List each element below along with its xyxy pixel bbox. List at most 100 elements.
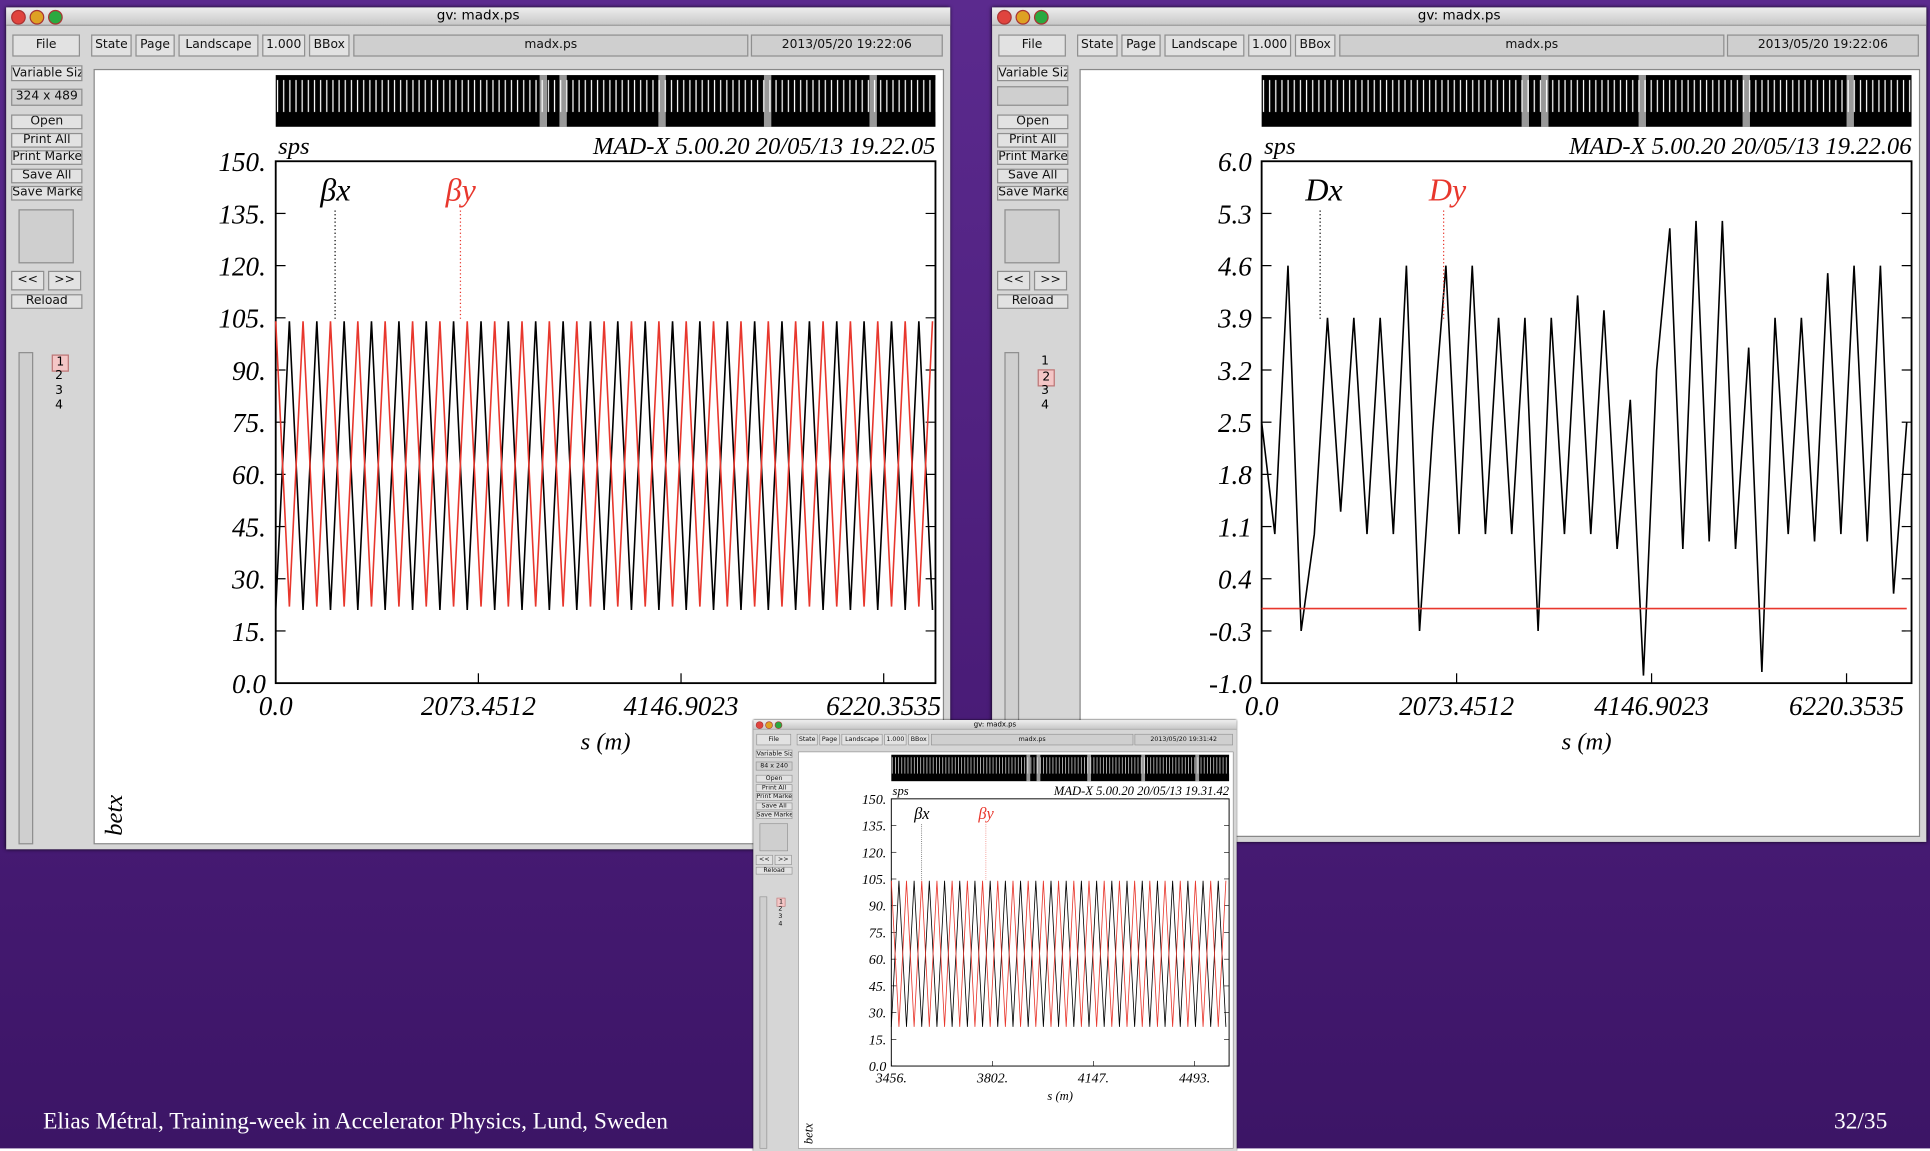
legend-label: βy [977,804,994,823]
side-button[interactable]: Open [756,775,793,783]
page-number[interactable]: 4 [777,920,785,928]
window-title: gv: madx.ps [437,7,520,23]
side-button[interactable]: Print All [756,784,793,792]
reload-button[interactable]: Reload [11,294,82,309]
side-button[interactable]: Print Marked [11,150,82,165]
page-number[interactable]: 3 [1038,384,1053,399]
nav-button[interactable]: << [11,271,44,291]
window-button[interactable] [48,10,63,25]
side-button[interactable]: Print Marked [756,793,793,801]
window-button[interactable] [11,10,26,25]
window-button[interactable] [756,721,764,729]
header-right: MAD-X 5.00.20 20/05/13 19.31.42 [1053,784,1230,798]
nav-button[interactable]: >> [1034,271,1067,291]
toolbar-button[interactable]: Page [819,734,839,745]
x-tick-label: 6220.3535 [1789,691,1904,721]
size-label: 84 x 240 [756,762,793,771]
y-tick-label: 15. [869,1032,886,1047]
page-number[interactable]: 3 [52,384,67,399]
toolbar-button[interactable]: State [91,34,132,56]
toolbar-button[interactable]: BBox [309,34,350,56]
page-number[interactable]: 2 [52,369,67,384]
legend-label: βx [319,172,350,208]
toolbar-button[interactable]: BBox [908,734,929,745]
y-tick-label: 105. [862,872,886,887]
lattice-strip [276,75,936,127]
window-button[interactable] [1015,10,1030,25]
nav-button[interactable]: >> [48,271,81,291]
lattice-marker [559,75,566,127]
header-left: sps [278,133,309,160]
y-axis-label: betx [802,1123,816,1144]
size-label-box [997,86,1068,106]
x-tick-label: 2073.4512 [421,691,536,721]
x-tick-label: 0.0 [1245,691,1279,721]
toolbar-button[interactable]: 1.000 [1248,34,1291,56]
window-button[interactable] [30,10,45,25]
x-tick-label: 4146.9023 [1594,691,1709,721]
side-button[interactable]: Save All [11,168,82,183]
side-button[interactable]: Save Marked [997,186,1068,201]
side-button[interactable]: Print All [997,132,1068,147]
reload-button[interactable]: Reload [997,294,1068,309]
size-mode[interactable]: Variable Size [756,750,793,758]
side-button[interactable]: Open [11,114,82,129]
lattice-marker [658,75,665,127]
side-button[interactable]: Print All [11,132,82,147]
nav-button[interactable]: << [997,271,1030,291]
toolbar-button[interactable]: Landscape [178,34,258,56]
toolbar-button[interactable]: 1.000 [884,734,906,745]
lattice-marker [869,75,876,127]
page-number[interactable]: 4 [1038,399,1053,414]
window-button[interactable] [775,721,783,729]
size-mode[interactable]: Variable Size [11,65,82,81]
nav-button[interactable]: << [756,855,773,865]
x-tick-label: 4147. [1078,1070,1109,1085]
window-button[interactable] [765,721,773,729]
toolbar-button[interactable]: Landscape [1164,34,1244,56]
page-number[interactable]: 1 [1038,354,1053,369]
toolbar-button[interactable]: BBox [1295,34,1336,56]
toolbar-button[interactable]: State [1077,34,1118,56]
toolbar-button[interactable]: 1.000 [262,34,305,56]
size-mode[interactable]: Variable Size [997,65,1068,81]
scrollbar [760,897,768,1149]
side-button[interactable]: Save All [997,168,1068,183]
toolbar-button[interactable]: Page [135,34,174,56]
lattice-marker [1522,75,1529,127]
page-number[interactable]: 3 [777,913,785,921]
page-number[interactable]: 2 [777,905,785,913]
side-button[interactable]: Open [997,114,1068,129]
thumbnail [18,209,73,263]
reload-button[interactable]: Reload [756,867,793,875]
nav-button[interactable]: >> [775,855,792,865]
toolbar-button[interactable]: Landscape [842,734,883,745]
lattice-marker [1026,755,1030,781]
lattice-marker [1195,755,1199,781]
side-button[interactable]: Save All [756,802,793,810]
y-tick-label: 15. [232,617,266,647]
lattice-marker [1639,75,1646,127]
page-number[interactable]: 4 [52,399,67,414]
size-label: 324 x 489 [11,89,82,106]
window-button[interactable] [1034,10,1049,25]
menu-button[interactable]: File [12,34,80,56]
header-left: sps [893,784,909,798]
y-tick-label: 1.8 [1218,460,1252,490]
x-tick-label: 4493. [1179,1070,1210,1085]
lattice-marker [1037,755,1041,781]
file-field: madx.ps [931,734,1133,745]
menu-button[interactable]: File [998,34,1066,56]
lattice-marker [1087,755,1091,781]
menu-button[interactable]: File [756,734,791,745]
side-button[interactable]: Save Marked [11,186,82,201]
y-tick-label: 45. [869,979,886,994]
series-line [1262,221,1907,676]
toolbar-button[interactable]: Page [1121,34,1160,56]
side-button[interactable]: Print Marked [997,150,1068,165]
toolbar-button[interactable]: State [797,734,818,745]
lattice-marker [540,75,547,127]
window-button[interactable] [997,10,1012,25]
x-tick-label: 3802. [976,1070,1008,1085]
side-button[interactable]: Save Marked [756,811,793,819]
